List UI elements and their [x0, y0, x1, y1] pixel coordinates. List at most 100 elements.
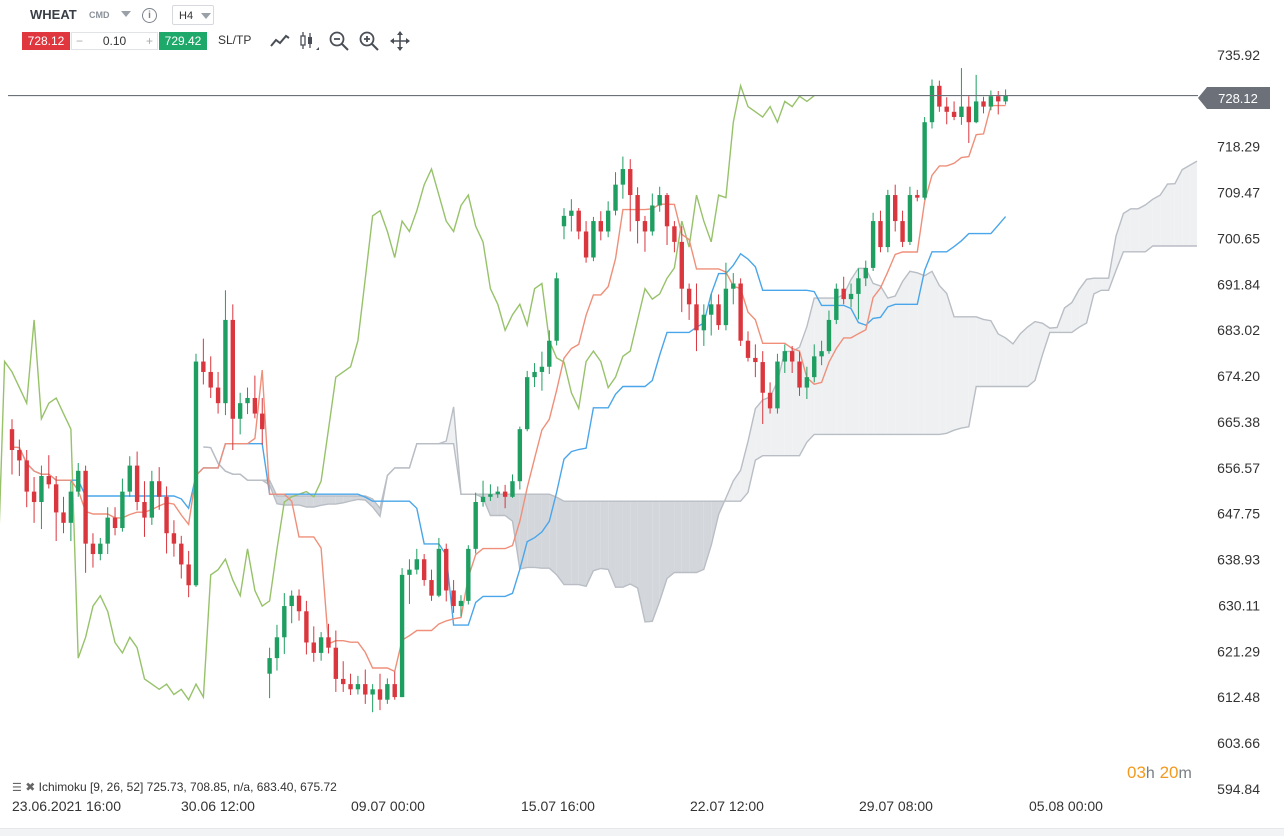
symbol-dropdown-icon[interactable]: [121, 11, 131, 17]
candle-body: [642, 221, 648, 232]
buy-button[interactable]: 729.42: [159, 32, 207, 50]
candle-body: [973, 101, 979, 123]
candle-body: [333, 647, 339, 679]
symbol-name[interactable]: WHEAT: [30, 7, 77, 22]
candle-body: [620, 169, 626, 185]
candle-body: [98, 543, 103, 555]
cloud-segment: [814, 298, 822, 435]
zoom-out-icon[interactable]: [328, 30, 350, 52]
candle-body: [569, 210, 574, 216]
cloud-segment: [586, 501, 594, 587]
candle-body: [370, 689, 375, 695]
cloud-segment: [1012, 333, 1021, 387]
candle-body: [24, 460, 29, 492]
candle-body: [208, 371, 213, 388]
y-tick-label: 621.29: [1217, 643, 1260, 659]
candle-body: [944, 106, 949, 112]
list-icon[interactable]: ☰: [12, 782, 22, 794]
candle-body: [363, 684, 368, 695]
cloud-segment: [924, 271, 932, 435]
candle-body: [186, 564, 191, 586]
candle-body: [900, 221, 905, 242]
candle-body: [635, 195, 640, 222]
candle-body: [775, 361, 780, 409]
volume-decrease-button[interactable]: −: [76, 34, 84, 48]
candle-body: [495, 491, 500, 495]
cloud-segment: [902, 271, 910, 435]
cloud-segment: [571, 501, 579, 585]
candle-body: [929, 85, 935, 123]
candle-body: [252, 397, 258, 414]
candle-body: [591, 221, 596, 258]
cloud-segment: [593, 501, 601, 571]
candle-body: [959, 106, 964, 118]
chikou-span-line: [0, 83, 815, 702]
sell-button[interactable]: 728.12: [22, 32, 70, 50]
close-icon[interactable]: ✖: [25, 780, 36, 794]
market-tag: CMD: [89, 10, 110, 20]
move-icon[interactable]: [389, 30, 411, 52]
candle-body: [311, 642, 316, 653]
cloud-segment: [1020, 326, 1028, 387]
candle-body: [164, 496, 169, 534]
candle-body: [812, 356, 817, 378]
cloud-segment: [983, 319, 991, 387]
candle-body: [76, 470, 81, 492]
cloud-segment: [652, 501, 660, 622]
candle-body: [46, 476, 51, 485]
candle-body: [539, 366, 545, 372]
current-price-value: 728.12: [1218, 91, 1258, 106]
candle-body: [510, 481, 515, 497]
footer-bar: [0, 828, 1284, 836]
x-axis: 23.06.2021 16:00 30.06 12:00 09.07 00:00 15…: [11, 798, 1280, 835]
cloud-segment: [1101, 278, 1109, 291]
candle-body: [201, 361, 206, 372]
cloud-segment: [755, 400, 763, 461]
candle-body: [701, 314, 707, 331]
cloud-segment: [490, 494, 498, 516]
line-chart-icon[interactable]: [269, 30, 291, 52]
volume-increase-button[interactable]: +: [145, 34, 153, 48]
sltp-button[interactable]: SL/TP: [218, 33, 252, 47]
y-tick-label: 656.57: [1217, 460, 1260, 476]
cloud-segment: [1123, 208, 1131, 252]
candle-body: [841, 288, 846, 300]
zoom-in-icon[interactable]: [358, 30, 380, 52]
candle-body: [605, 210, 611, 232]
candle-body: [731, 283, 736, 289]
volume-value[interactable]: 0.10: [102, 34, 127, 48]
candle-body: [679, 241, 684, 289]
candle-body: [17, 449, 22, 461]
timeframe-value: H4: [179, 10, 194, 22]
candle-body: [598, 221, 603, 232]
candle-body: [856, 278, 861, 294]
candle-body: [149, 481, 155, 518]
candles-icon[interactable]: [298, 30, 320, 52]
info-icon[interactable]: i: [142, 8, 157, 23]
cloud-segment: [1049, 327, 1058, 333]
candle-body: [834, 288, 839, 320]
volume-stepper[interactable]: − 0.10 +: [71, 32, 158, 50]
timeframe-select[interactable]: H4: [172, 5, 214, 25]
cloud-segment: [1152, 195, 1161, 247]
cloud-segment: [858, 268, 866, 435]
candle-body: [981, 101, 986, 107]
cloud-segment: [961, 316, 969, 429]
y-tick-label: 683.02: [1217, 322, 1260, 338]
cloud-segment: [667, 501, 675, 579]
x-tick-label: 29.07 08:00: [859, 798, 933, 814]
timer-hours-unit: h: [1145, 765, 1155, 782]
candle-body: [355, 684, 361, 690]
tenkan-sen-line: [11, 104, 1006, 673]
ichimoku-lines: [0, 83, 1198, 702]
candle-body: [421, 559, 427, 581]
ichimoku-cloud: [203, 161, 1197, 622]
candle-body: [878, 221, 883, 248]
cloud-segment: [1027, 321, 1036, 387]
cloud-segment: [946, 293, 955, 434]
cloud-segment: [806, 298, 815, 443]
x-tick-label: 23.06.2021 16:00: [12, 798, 121, 814]
candle-body: [223, 319, 228, 404]
cloud-segment: [762, 396, 771, 456]
